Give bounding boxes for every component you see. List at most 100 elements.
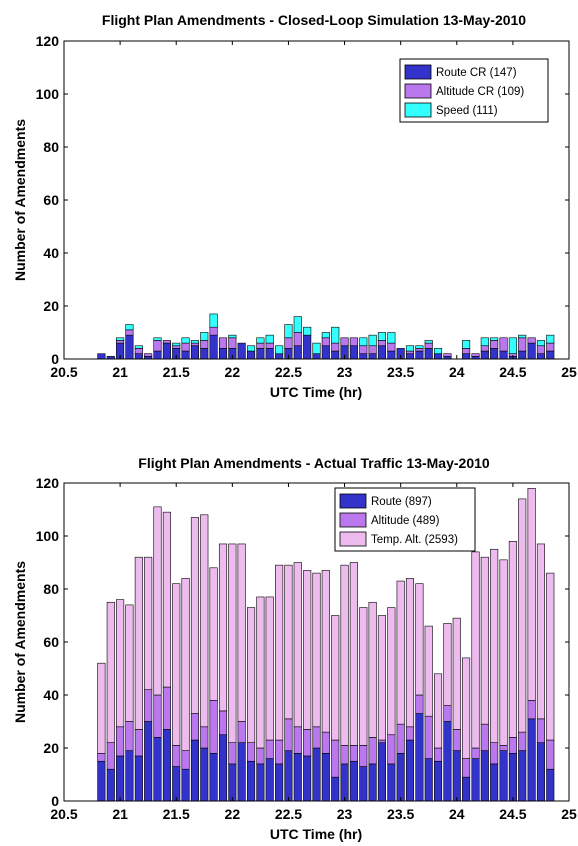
y-tick-label-6: 100 [36,528,60,544]
bar-segment-3-47 [527,487,536,701]
y-tick-label-1: 0 [51,793,59,809]
bar-segment-3-48 [536,543,545,720]
bar-segment-3-37 [433,673,443,749]
bar-segment-1-31 [377,742,386,802]
bar-segment-2-48 [536,345,545,354]
x-tick-label-8: 24 [449,364,465,380]
bar-segment-2-4 [125,329,134,336]
bar-segment-2-15 [228,742,237,765]
bar-segment-2-13 [209,326,218,336]
bar-segment-1-21 [284,750,293,802]
legend-swatch-altitude-cr [404,83,432,99]
bar-segment-2-8 [162,686,171,730]
bar-segment-3-35 [415,583,424,696]
bar-segment-2-32 [387,342,396,352]
bar-segment-2-15 [228,337,237,349]
x-tick-label-10: 25 [561,364,577,380]
bar-segment-1-39 [452,750,461,802]
bar-segment-2-49 [546,739,555,770]
bar-segment-3-36 [424,625,433,717]
bar-segment-1-43 [490,348,499,360]
y-tick-label-7: 120 [36,33,60,49]
bar-segment-1-22 [293,345,302,360]
bar-segment-2-37 [433,747,443,762]
bar-segment-1-18 [256,763,265,802]
bar-segment-1-47 [527,718,536,802]
bar-segment-3-7 [153,337,162,341]
legend-swatch-route-cr [404,64,432,80]
chart-2-bars [97,487,555,802]
bar-segment-2-7 [153,340,162,352]
chart-2-x-axis-label: UTC Time (hr) [270,826,362,842]
bar-segment-1-44 [499,750,508,802]
bar-segment-3-26 [331,615,340,741]
bar-segment-1-4 [125,750,134,802]
bar-segment-2-43 [490,742,499,765]
x-tick-label-8: 24 [449,806,465,822]
bar-segment-3-33 [396,580,405,725]
bar-segment-2-19 [265,342,274,349]
y-tick-label-5: 80 [43,139,59,155]
bar-segment-2-19 [265,739,274,759]
bar-segment-1-34 [405,353,415,360]
bar-segment-1-19 [265,758,274,802]
bar-segment-2-12 [200,340,209,349]
bar-segment-1-9 [172,766,181,802]
bar-segment-1-42 [480,750,489,802]
bar-segment-3-20 [275,564,284,741]
bar-segment-2-25 [321,731,330,754]
bar-segment-2-3 [116,340,125,344]
bar-segment-2-22 [293,332,302,347]
bar-segment-1-49 [546,768,555,802]
x-tick-label-2: 21 [112,364,128,380]
x-tick-label-5: 22.5 [275,806,302,822]
bar-segment-2-29 [359,745,368,767]
y-tick-label-6: 100 [36,86,60,102]
legend-label-altitude-cr: Altitude CR (109) [436,86,524,98]
chart-actual-traffic: Flight Plan Amendments - Actual Traffic … [12,455,577,842]
bar-segment-1-3 [116,755,125,802]
bar-segment-3-13 [209,567,218,701]
bar-segment-3-5 [134,345,143,349]
chart-1-y-axis-label: Number of Amendments [12,119,28,281]
bar-segment-3-49 [546,572,555,741]
bar-segment-2-26 [331,342,340,352]
bar-segment-2-28 [349,337,358,347]
bar-segment-3-10 [181,578,190,751]
bar-segment-1-15 [228,763,237,802]
bar-segment-3-3 [116,337,125,341]
bar-segment-3-4 [125,604,134,722]
chart-2-ticks: 20.5 21 21.5 22 22.5 23 23.5 24 24.5 25 0 20 40 60 80 1… [36,475,577,822]
y-tick-label-7: 120 [36,475,60,491]
legend-label-speed: Speed (111) [436,105,498,117]
bar-segment-3-15 [228,543,237,744]
x-tick-label-1: 20.5 [50,806,77,822]
x-tick-label-1: 20.5 [50,364,77,380]
bar-segment-3-46 [518,498,527,733]
bar-segment-2-7 [153,694,162,738]
bar-segment-1-28 [349,760,358,802]
legend-label-altitude: Altitude (489) [371,515,440,527]
bar-segment-1-36 [424,758,433,802]
bar-segment-2-40 [462,758,471,778]
bar-segment-3-22 [293,316,302,333]
bar-segment-1-25 [321,345,330,360]
chart-2-title: Flight Plan Amendments - Actual Traffic … [138,455,490,471]
bar-segment-2-31 [377,739,386,743]
bar-segment-2-10 [181,342,190,352]
bar-segment-3-48 [536,340,545,347]
bar-segment-2-49 [546,342,555,352]
bar-segment-2-11 [190,342,200,347]
bar-segment-2-18 [256,747,265,765]
bar-segment-3-23 [303,570,312,730]
x-tick-label-9: 24.5 [499,806,526,822]
bar-segment-1-38 [443,721,452,802]
bar-segment-2-1 [97,752,106,762]
bar-segment-2-10 [181,750,190,770]
y-tick-label-4: 60 [43,192,59,208]
bar-segment-2-46 [518,731,527,751]
chart-2-legend: Route (897) Altitude (489) Temp. Alt. (2… [334,487,476,552]
bar-segment-2-22 [293,726,302,754]
bar-segment-2-14 [218,710,228,736]
y-tick-label-3: 40 [43,245,59,261]
